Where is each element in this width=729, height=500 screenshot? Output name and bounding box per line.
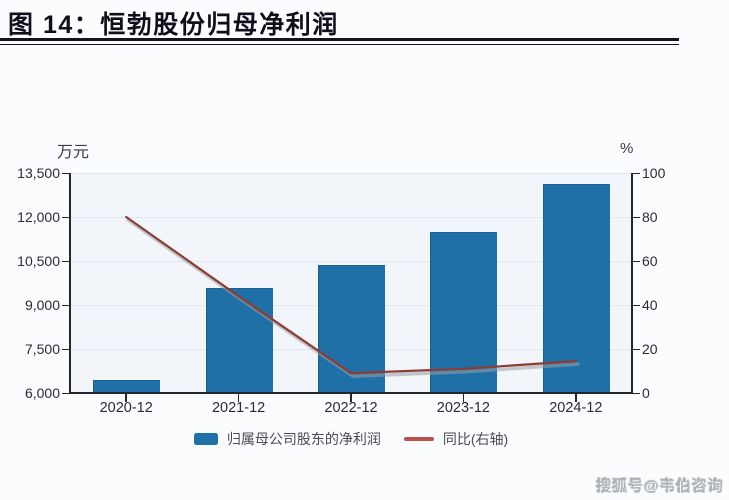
axis-tick-label: 40 (642, 297, 658, 313)
right-axis-unit: % (620, 140, 634, 157)
figure-title: 图 14：恒勃股份归母净利润 (8, 11, 339, 39)
watermark: 搜狐号@韦伯咨询 (596, 478, 724, 495)
axis-tick (633, 172, 640, 175)
gridline (70, 173, 632, 174)
gridline (70, 217, 632, 218)
gridline (70, 261, 632, 262)
x-axis-tick-label: 2020-12 (99, 400, 153, 416)
bar-2024-12 (542, 183, 610, 393)
axis-tick-label: 80 (642, 209, 658, 225)
yoy-line (126, 218, 580, 378)
bar-2020-12 (93, 380, 161, 393)
axis-tick-label: 13,500 (17, 165, 60, 181)
axis-tick-label: 10,500 (17, 253, 60, 269)
axis-tick (633, 348, 640, 351)
yoy-line (125, 215, 577, 375)
bar-2023-12 (430, 232, 498, 393)
title-underline-thin (0, 44, 679, 45)
x-axis-tick (575, 393, 577, 402)
axis-tick (62, 216, 69, 219)
line-series-swatch-icon (403, 437, 434, 441)
axis-tick (62, 348, 69, 351)
bar-series-swatch-icon (193, 433, 218, 445)
left-axis-line (69, 173, 71, 394)
axis-tick (633, 260, 640, 263)
axis-tick-label: 7,500 (24, 341, 60, 357)
axis-tick (62, 304, 69, 307)
axis-tick-label: 9,000 (24, 297, 60, 313)
x-axis-tick (350, 393, 352, 402)
left-axis-unit: 万元 (57, 144, 90, 161)
axis-tick-label: 0 (642, 385, 650, 401)
axis-tick (62, 260, 69, 263)
axis-tick-label: 6,000 (24, 385, 60, 401)
axis-tick (633, 304, 640, 307)
axis-tick (633, 216, 640, 219)
axis-tick-label: 20 (642, 341, 658, 357)
x-axis-tick-label: 2021-12 (211, 400, 266, 416)
axis-tick-label: 100 (642, 165, 666, 181)
x-axis-tick-labels: 2020-12 2021-12 2022-12 2023-12 2024-12 (70, 400, 632, 420)
right-axis-line (631, 173, 633, 394)
title-underline-thick (0, 38, 679, 41)
yoy-line-chart (125, 215, 580, 378)
x-axis-tick-label: 2024-12 (549, 400, 603, 416)
axis-tick (633, 392, 640, 395)
chart-legend: 归属母公司股东的净利润 同比(右轴) (70, 429, 632, 449)
x-axis-tick (462, 393, 465, 402)
bar-series-label: 归属母公司股东的净利润 (226, 431, 381, 447)
x-axis-tick-label: 2022-12 (324, 400, 378, 416)
axis-tick-label: 60 (642, 253, 658, 269)
x-axis-tick (237, 393, 240, 402)
x-axis-tick (125, 393, 127, 402)
axis-tick-label: 12,000 (17, 209, 60, 225)
x-axis-tick-label: 2023-12 (436, 400, 490, 416)
line-series-label: 同比(右轴) (442, 431, 509, 447)
bar-2021-12 (205, 288, 273, 393)
axis-tick (62, 172, 69, 175)
axis-tick (62, 392, 69, 395)
